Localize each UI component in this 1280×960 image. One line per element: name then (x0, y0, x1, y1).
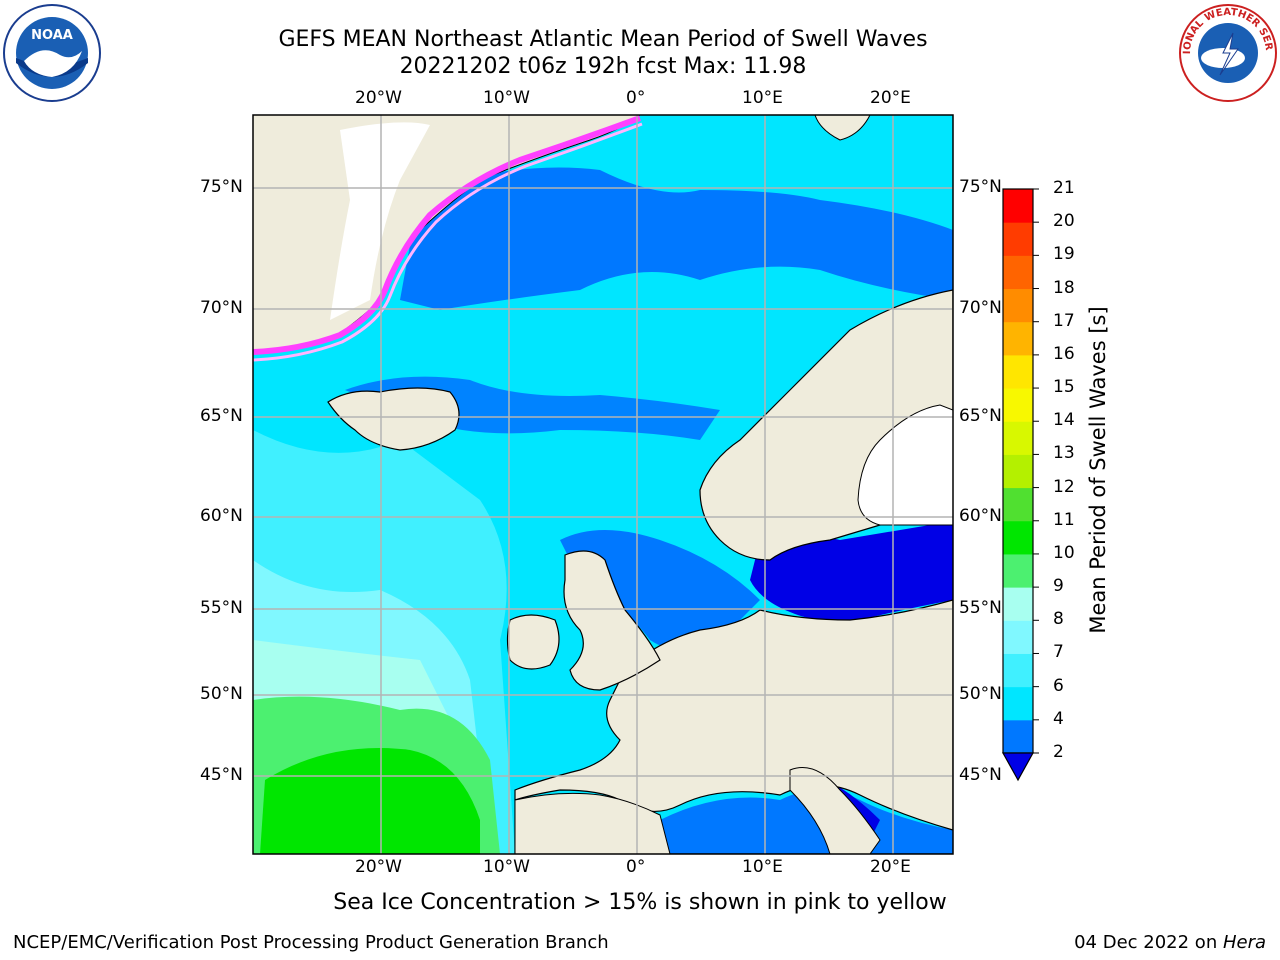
colorbar-tick-label: 2 (1053, 742, 1064, 762)
scandinavia-land (699, 289, 953, 561)
colorbar-tick-label: 7 (1053, 642, 1064, 663)
baltic-sea (750, 525, 953, 622)
lat-label-left-70n: 70°N (200, 298, 243, 318)
lat-label-right-50n: 50°N (959, 684, 1002, 704)
lat-label-left-55n: 55°N (200, 598, 243, 618)
svalbard-land (814, 115, 871, 141)
lat-label-left-60n: 60°N (200, 506, 243, 526)
colorbar-swatch (1003, 553, 1033, 588)
colorbar-tick-label: 19 (1053, 244, 1075, 265)
colorbar-tick-label: 21 (1053, 178, 1075, 198)
colorbar-swatch (1003, 686, 1033, 721)
colorbar-swatch (1003, 620, 1033, 654)
colorbar-tick-label: 9 (1053, 576, 1064, 597)
footer-machine: Hera (1222, 932, 1266, 953)
lat-label-left-50n: 50°N (200, 684, 243, 704)
colorbar-tick-label: 11 (1053, 509, 1075, 530)
colorbar-tick-label: 14 (1053, 410, 1075, 431)
colorbar-swatch (1003, 255, 1033, 290)
mediterranean-sea (660, 790, 953, 854)
lat-label-left-75n: 75°N (200, 177, 243, 197)
map-title: GEFS MEAN Northeast Atlantic Mean Period… (278, 27, 928, 52)
lon-label-bottom-10w: 10°W (483, 857, 530, 877)
colorbar-tick-label: 4 (1053, 708, 1064, 729)
sea-ice-edge-inner (253, 122, 643, 362)
lon-label-bottom-0: 0° (626, 857, 646, 877)
ireland-land (506, 614, 560, 670)
lon-label-bottom-10e: 10°E (742, 857, 783, 877)
colorbar-swatch (1003, 487, 1033, 522)
colorbar (1003, 188, 1039, 754)
colorbar-tick-label: 10 (1053, 542, 1075, 563)
colorbar-swatch (1003, 520, 1033, 555)
map-subtitle: 20221202 t06z 192h fcst Max: 11.98 (399, 54, 807, 79)
greenland-ice-free (330, 122, 430, 320)
lat-label-right-75n: 75°N (959, 177, 1002, 197)
colorbar-tick-label: 18 (1053, 277, 1075, 298)
sea-ice-caption: Sea Ice Concentration > 15% is shown in … (333, 890, 947, 915)
nws-logo: NATIONAL WEATHER SERVICE (1178, 3, 1277, 102)
footer-date: 04 Dec 2022 on Hera (1074, 932, 1266, 953)
noaa-logo: NOAA (3, 4, 101, 102)
colorbar-tick-label: 13 (1053, 443, 1075, 464)
colorbar-extend-arrow (1001, 752, 1035, 782)
footer-date-text: 04 Dec 2022 on (1074, 932, 1223, 953)
colorbar-swatch (1003, 653, 1033, 688)
lon-label-top-0: 0° (626, 88, 646, 108)
colorbar-tick-label: 6 (1053, 675, 1064, 696)
lon-label-top-10w: 10°W (483, 88, 530, 108)
lat-label-right-65n: 65°N (959, 406, 1002, 426)
lat-label-right-70n: 70°N (959, 298, 1002, 318)
colorbar-swatch (1003, 288, 1033, 323)
iceland-land (327, 387, 460, 451)
europe-land (514, 599, 953, 854)
colorbar-swatch (1003, 354, 1033, 389)
colorbar-swatch (1003, 222, 1033, 256)
lat-label-left-65n: 65°N (200, 406, 243, 426)
iberia-land (514, 792, 671, 854)
lat-label-right-60n: 60°N (959, 506, 1002, 526)
colorbar-tick-label: 16 (1053, 343, 1075, 364)
colorbar-swatch (1003, 189, 1033, 223)
colorbar-swatch (1003, 719, 1033, 754)
colorbar-tick-label: 20 (1053, 211, 1075, 232)
lon-label-top-10e: 10°E (742, 88, 783, 108)
lon-label-top-20e: 20°E (870, 88, 911, 108)
lon-label-bottom-20w: 20°W (355, 857, 402, 877)
swell-band-dark-north (400, 167, 953, 310)
footer-credit: NCEP/EMC/Verification Post Processing Pr… (13, 932, 609, 953)
colorbar-swatch (1003, 454, 1033, 489)
colorbar-swatch (1003, 321, 1033, 356)
colorbar-tick-label: 12 (1053, 476, 1075, 497)
colorbar-tick-label: 15 (1053, 377, 1075, 398)
noaa-logo-text: NOAA (31, 28, 73, 43)
colorbar-tick-label: 17 (1053, 310, 1075, 331)
colorbar-swatch (1003, 421, 1033, 455)
great-britain-land (563, 550, 661, 691)
colorbar-title: Mean Period of Swell Waves [s] (1086, 306, 1110, 634)
sea-ice-edge (253, 115, 642, 355)
gridlines (253, 115, 953, 854)
swell-band-bright-green (260, 748, 480, 854)
swell-band-dark-north-sea (560, 530, 760, 650)
map-frame (252, 114, 954, 855)
lon-label-top-20w: 20°W (355, 88, 402, 108)
gulf-of-bothnia (857, 404, 953, 526)
lon-label-bottom-20e: 20°E (870, 857, 911, 877)
lat-label-left-45n: 45°N (200, 765, 243, 785)
colorbar-swatch (1003, 388, 1033, 422)
colorbar-swatch (1003, 587, 1033, 621)
lat-label-right-45n: 45°N (959, 765, 1002, 785)
italy-land (789, 767, 881, 854)
lat-label-right-55n: 55°N (959, 598, 1002, 618)
colorbar-tick-label: 8 (1053, 609, 1064, 630)
